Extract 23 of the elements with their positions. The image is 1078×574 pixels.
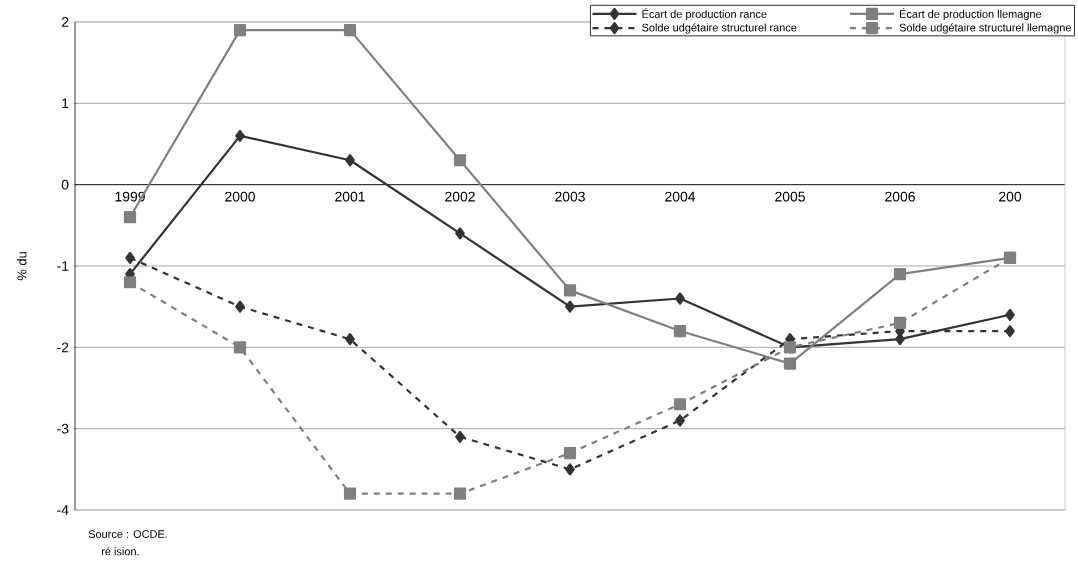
x-tick-label: 200 (999, 191, 1022, 202)
y-tick-label: 2 (61, 17, 69, 27)
x-tick-label: 1999 (115, 191, 145, 202)
y-tick-label: 1 (62, 98, 69, 109)
x-tick-label: 2001 (335, 191, 365, 202)
source-note: Source : OCDE. (88, 530, 167, 538)
y-tick-label: 0 (61, 179, 69, 190)
y-tick-label: -1 (57, 261, 69, 271)
legend-label: Écart de production llemagne (900, 8, 1042, 21)
x-tick-label: 2005 (775, 191, 805, 202)
legend-label: Écart de production rance (642, 8, 767, 21)
x-tick-label: 2006 (885, 191, 915, 202)
text: ré ision. (101, 547, 139, 556)
x-tick-label: 2004 (665, 191, 696, 202)
x-tick-label: 2003 (555, 191, 585, 202)
y-tick-label: -3 (57, 423, 69, 434)
x-tick-label: 2002 (445, 191, 475, 202)
x-tick-label: 2000 (225, 191, 255, 202)
legend-label: Solde udgétaire structurel rance (642, 23, 797, 34)
legend-label: Solde udgétaire structurel llemagne (899, 23, 1071, 34)
y-axis-title: % du (16, 252, 27, 281)
y-tick-label: -2 (57, 342, 69, 353)
y-tick-label: -4 (57, 505, 69, 515)
